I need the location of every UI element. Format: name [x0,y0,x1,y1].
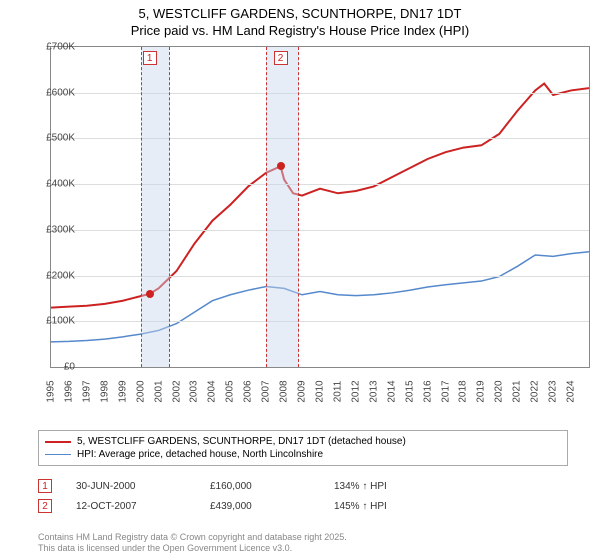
x-axis-label: 2009 [297,377,308,407]
table-row: 1 30-JUN-2000 £160,000 134% ↑ HPI [38,476,568,496]
y-axis-label: £100K [25,316,75,327]
y-axis-label: £400K [25,179,75,190]
x-axis-label: 2011 [332,377,343,407]
x-axis-label: 2014 [386,377,397,407]
row-price: £160,000 [210,481,310,492]
y-axis-label: £0 [25,362,75,373]
x-axis-label: 2015 [404,377,415,407]
x-axis-label: 2013 [368,377,379,407]
x-axis-label: 2016 [422,377,433,407]
footer-line2: This data is licensed under the Open Gov… [38,543,347,554]
row-date: 30-JUN-2000 [76,481,186,492]
x-axis-label: 2006 [243,377,254,407]
data-table: 1 30-JUN-2000 £160,000 134% ↑ HPI 2 12-OCT-20… [38,476,568,516]
x-axis-label: 2019 [476,377,487,407]
x-axis-label: 2017 [440,377,451,407]
x-axis-label: 2010 [315,377,326,407]
y-axis-label: £600K [25,87,75,98]
row-date: 12-OCT-2007 [76,501,186,512]
x-axis-label: 2021 [512,377,523,407]
chart-area: £0£100K£200K£300K£400K£500K£600K£700K199… [22,46,590,406]
table-row: 2 12-OCT-2007 £439,000 145% ↑ HPI [38,496,568,516]
x-axis-label: 1996 [63,377,74,407]
x-axis-label: 1998 [99,377,110,407]
data-point [146,290,154,298]
x-axis-label: 1997 [81,377,92,407]
legend-item: HPI: Average price, detached house, Nort… [45,448,561,461]
x-axis-label: 2024 [566,377,577,407]
footer-attribution: Contains HM Land Registry data © Crown c… [38,532,347,555]
row-index-badge: 2 [38,499,52,513]
x-axis-label: 1999 [117,377,128,407]
row-price: £439,000 [210,501,310,512]
x-axis-label: 2023 [548,377,559,407]
x-axis-label: 2000 [135,377,146,407]
y-axis-label: £500K [25,133,75,144]
x-axis-label: 2008 [279,377,290,407]
row-delta: 145% ↑ HPI [334,501,387,512]
plot-box: £0£100K£200K£300K£400K£500K£600K£700K199… [50,46,590,368]
highlight-band [266,47,298,367]
x-axis-label: 1995 [46,377,57,407]
legend-label: HPI: Average price, detached house, Nort… [77,449,323,460]
marker-label: 2 [274,51,288,65]
x-axis-label: 2004 [207,377,218,407]
x-axis-label: 2007 [261,377,272,407]
legend-swatch [45,454,71,455]
x-axis-label: 2003 [189,377,200,407]
legend: 5, WESTCLIFF GARDENS, SCUNTHORPE, DN17 1… [38,430,568,466]
x-axis-label: 2001 [153,377,164,407]
series-line [51,84,589,308]
y-axis-label: £700K [25,42,75,53]
marker-label: 1 [143,51,157,65]
x-axis-label: 2012 [350,377,361,407]
x-axis-label: 2020 [494,377,505,407]
title-line1: 5, WESTCLIFF GARDENS, SCUNTHORPE, DN17 1… [0,6,600,23]
chart-title-block: 5, WESTCLIFF GARDENS, SCUNTHORPE, DN17 1… [0,0,600,40]
highlight-band [141,47,170,367]
legend-swatch [45,441,71,443]
y-axis-label: £300K [25,224,75,235]
x-axis-label: 2022 [530,377,541,407]
footer-line1: Contains HM Land Registry data © Crown c… [38,532,347,543]
title-line2: Price paid vs. HM Land Registry's House … [0,23,600,40]
data-point [277,162,285,170]
x-axis-label: 2018 [458,377,469,407]
chart-lines [51,47,589,367]
x-axis-label: 2002 [171,377,182,407]
legend-label: 5, WESTCLIFF GARDENS, SCUNTHORPE, DN17 1… [77,436,406,447]
x-axis-label: 2005 [225,377,236,407]
legend-item: 5, WESTCLIFF GARDENS, SCUNTHORPE, DN17 1… [45,435,561,448]
row-delta: 134% ↑ HPI [334,481,387,492]
row-index-badge: 1 [38,479,52,493]
y-axis-label: £200K [25,270,75,281]
series-line [51,252,589,342]
